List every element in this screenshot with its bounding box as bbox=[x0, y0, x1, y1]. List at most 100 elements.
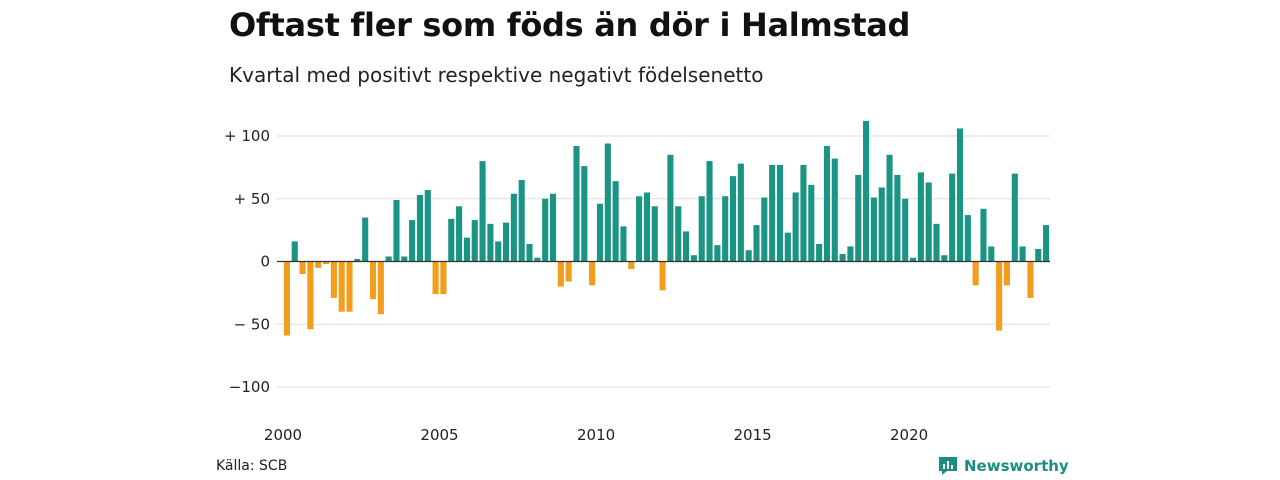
bar-positive bbox=[604, 143, 611, 262]
bar-positive bbox=[526, 243, 533, 262]
bar-positive bbox=[933, 223, 940, 262]
x-tick-label: 2020 bbox=[890, 426, 928, 444]
bar-positive bbox=[769, 164, 776, 262]
newsworthy-logo-icon bbox=[939, 457, 957, 475]
bar-positive bbox=[1019, 246, 1026, 262]
bar-positive bbox=[479, 161, 486, 262]
bar-positive bbox=[596, 203, 604, 262]
bar-negative bbox=[377, 261, 384, 315]
bar-positive bbox=[941, 255, 948, 262]
bar-positive bbox=[816, 243, 823, 262]
bar-positive bbox=[463, 237, 470, 262]
y-tick-label: −100 bbox=[229, 378, 270, 396]
bar-positive bbox=[354, 258, 361, 262]
bar-negative bbox=[338, 261, 345, 312]
y-tick-label: 0 bbox=[260, 253, 270, 271]
chart-title: Oftast fler som föds än dör i Halmstad bbox=[229, 6, 911, 44]
bar-positive bbox=[878, 187, 885, 262]
bar-positive bbox=[510, 193, 517, 262]
bar-positive bbox=[706, 161, 713, 262]
bar-positive bbox=[698, 196, 705, 262]
bar-positive bbox=[714, 245, 721, 262]
bar-positive bbox=[745, 250, 752, 262]
bar-negative bbox=[565, 261, 572, 282]
bar-positive bbox=[909, 257, 917, 262]
bar-positive bbox=[385, 256, 392, 262]
bar-negative bbox=[369, 261, 377, 300]
bar-positive bbox=[1011, 173, 1018, 262]
bar-positive bbox=[503, 222, 510, 262]
bar-positive bbox=[956, 128, 964, 262]
bar-positive bbox=[393, 200, 400, 262]
bar-positive bbox=[800, 164, 807, 262]
newsworthy-logo: Newsworthy bbox=[938, 456, 1069, 476]
y-tick-label: + 50 bbox=[234, 190, 270, 208]
bar-positive bbox=[863, 120, 870, 262]
bar-negative bbox=[307, 261, 314, 330]
bar-positive bbox=[988, 246, 995, 262]
bar-positive bbox=[855, 174, 862, 262]
bar-negative bbox=[315, 261, 322, 268]
bar-positive bbox=[612, 181, 619, 262]
bar-positive bbox=[362, 217, 369, 262]
source-note: Källa: SCB bbox=[216, 458, 288, 474]
bar-positive bbox=[401, 256, 408, 262]
x-tick-label: 2000 bbox=[264, 426, 302, 444]
bar-positive bbox=[886, 154, 893, 262]
bar-negative bbox=[1003, 261, 1010, 286]
chart-subtitle: Kvartal med positivt respektive negativt… bbox=[229, 63, 764, 87]
bar-positive bbox=[651, 206, 658, 262]
x-tick-label: 2005 bbox=[420, 426, 458, 444]
bar-negative bbox=[322, 261, 330, 265]
bar-positive bbox=[980, 208, 987, 262]
bar-positive bbox=[831, 158, 838, 262]
bar-positive bbox=[761, 197, 768, 262]
bar-positive bbox=[839, 253, 846, 262]
bar-negative bbox=[589, 261, 596, 286]
bar-positive bbox=[675, 206, 682, 262]
bar-positive bbox=[737, 163, 744, 262]
bar-negative bbox=[659, 261, 666, 291]
bar-negative bbox=[1027, 261, 1034, 298]
bar-positive bbox=[495, 241, 502, 262]
bar-positive bbox=[620, 226, 627, 262]
bar-positive bbox=[573, 146, 580, 262]
bar-positive bbox=[784, 232, 791, 262]
bar-positive bbox=[643, 192, 650, 262]
bar-positive bbox=[847, 246, 854, 262]
bar-negative bbox=[346, 261, 353, 312]
x-tick-label: 2010 bbox=[577, 426, 615, 444]
bar-positive bbox=[690, 255, 697, 262]
bar-positive bbox=[518, 179, 525, 262]
bar-positive bbox=[448, 218, 455, 262]
bar-positive bbox=[949, 173, 956, 262]
bar-positive bbox=[917, 172, 924, 262]
bar-positive bbox=[549, 193, 557, 262]
bar-positive bbox=[683, 231, 690, 262]
bar-positive bbox=[722, 196, 729, 262]
bar-positive bbox=[776, 164, 784, 262]
bar-positive bbox=[636, 196, 643, 262]
bar-positive bbox=[792, 192, 799, 262]
bar-negative bbox=[628, 261, 635, 270]
bar-positive bbox=[870, 197, 877, 262]
bar-positive bbox=[534, 257, 541, 262]
bar-negative bbox=[440, 261, 447, 295]
bar-positive bbox=[1043, 225, 1050, 262]
bar-positive bbox=[424, 189, 431, 262]
bar-negative bbox=[972, 261, 979, 286]
bar-negative bbox=[996, 261, 1003, 331]
bar-positive bbox=[542, 198, 549, 262]
x-tick-label: 2015 bbox=[734, 426, 772, 444]
bar-positive bbox=[823, 146, 830, 262]
bar-positive bbox=[456, 206, 463, 262]
y-tick-label: + 100 bbox=[224, 127, 270, 145]
bar-positive bbox=[1035, 248, 1042, 262]
bar-positive bbox=[925, 182, 932, 262]
bar-positive bbox=[894, 174, 901, 262]
bar-positive bbox=[291, 241, 298, 262]
bar-negative bbox=[330, 261, 337, 298]
bar-negative bbox=[299, 261, 306, 275]
y-tick-label: − 50 bbox=[234, 315, 270, 333]
